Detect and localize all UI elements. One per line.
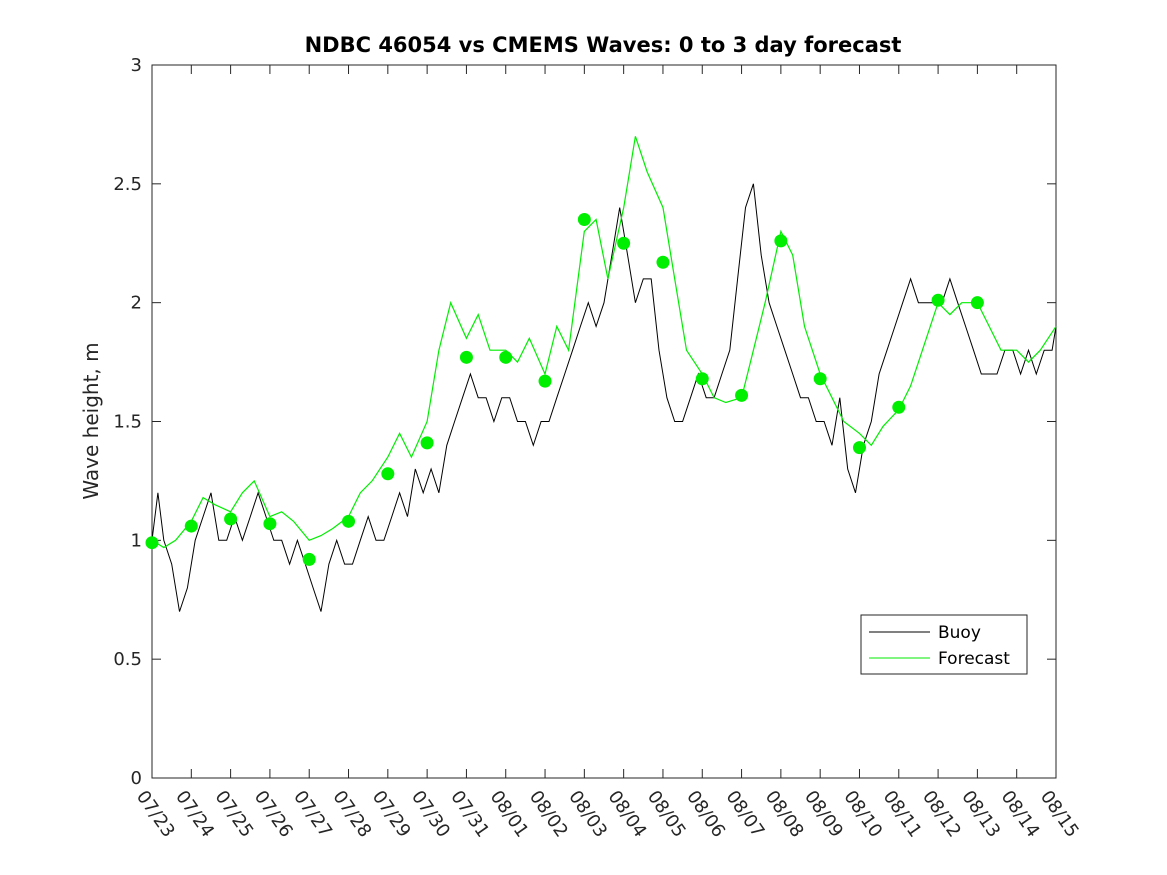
y-tick-label: 0.5: [113, 649, 142, 670]
x-tick-label: 08/01: [486, 787, 533, 842]
forecast-marker: [695, 372, 709, 386]
x-tick-label: 07/28: [328, 787, 375, 842]
y-tick-label: 1.5: [113, 412, 142, 433]
legend: Buoy Forecast: [860, 614, 1028, 675]
legend-label-buoy: Buoy: [938, 623, 981, 643]
x-tick-label: 07/25: [211, 787, 258, 842]
x-tick-label: 07/23: [132, 787, 179, 842]
forecast-marker: [970, 296, 984, 310]
forecast-marker: [499, 350, 513, 364]
y-tick-label: 0: [131, 768, 142, 789]
forecast-marker: [145, 536, 159, 550]
forecast-marker: [302, 552, 316, 566]
x-tick-label: 07/29: [368, 787, 415, 842]
forecast-marker: [656, 255, 670, 269]
forecast-marker: [852, 441, 866, 455]
forecast-marker: [735, 388, 749, 402]
x-tick-label: 08/13: [957, 787, 1004, 842]
x-tick-label: 08/05: [643, 787, 690, 842]
series-line-forecast: [151, 136, 1057, 549]
forecast-marker: [931, 293, 945, 307]
forecast-marker: [813, 372, 827, 386]
series-layer: [145, 136, 1057, 612]
legend-box: [860, 614, 1028, 675]
y-tick-label: 1: [131, 530, 142, 551]
forecast-marker: [420, 436, 434, 450]
x-tick-label: 07/30: [407, 787, 454, 842]
x-tick-label: 07/31: [446, 787, 493, 842]
x-tick-label: 08/12: [918, 787, 965, 842]
forecast-marker: [263, 517, 277, 531]
forecast-marker: [224, 512, 238, 526]
x-tick-label: 08/09: [800, 787, 847, 842]
forecast-marker: [381, 467, 395, 481]
x-tick-label: 08/06: [682, 787, 729, 842]
x-tick-label: 08/08: [761, 787, 808, 842]
x-tick-label: 07/24: [171, 787, 218, 842]
y-tick-label: 2.5: [113, 174, 142, 195]
x-tick-label: 08/03: [564, 787, 611, 842]
forecast-marker: [617, 236, 631, 250]
forecast-marker: [538, 374, 552, 388]
chart-title: NDBC 46054 vs CMEMS Waves: 0 to 3 day fo…: [305, 33, 902, 57]
y-tick-label: 2: [131, 293, 142, 314]
x-tick-label: 08/07: [721, 787, 768, 842]
series-line-buoy: [151, 183, 1057, 612]
x-tick-label: 07/27: [289, 787, 336, 842]
forecast-marker: [577, 212, 591, 226]
x-tick-label: 08/04: [604, 787, 651, 842]
x-tick-label: 08/10: [839, 787, 886, 842]
y-axis-label: Wave height, m: [79, 342, 103, 499]
forecast-marker: [892, 400, 906, 414]
x-tick-label: 08/11: [879, 787, 926, 842]
y-tick-label: 3: [131, 55, 142, 76]
legend-label-forecast: Forecast: [938, 649, 1010, 669]
x-tick-label: 08/14: [997, 787, 1044, 842]
forecast-marker: [342, 514, 356, 528]
x-tick-label: 08/15: [1036, 787, 1083, 842]
forecast-marker: [184, 519, 198, 533]
x-tick-label: 07/26: [250, 787, 297, 842]
x-tick-label: 08/02: [525, 787, 572, 842]
forecast-marker: [774, 234, 788, 248]
forecast-marker: [459, 350, 473, 364]
